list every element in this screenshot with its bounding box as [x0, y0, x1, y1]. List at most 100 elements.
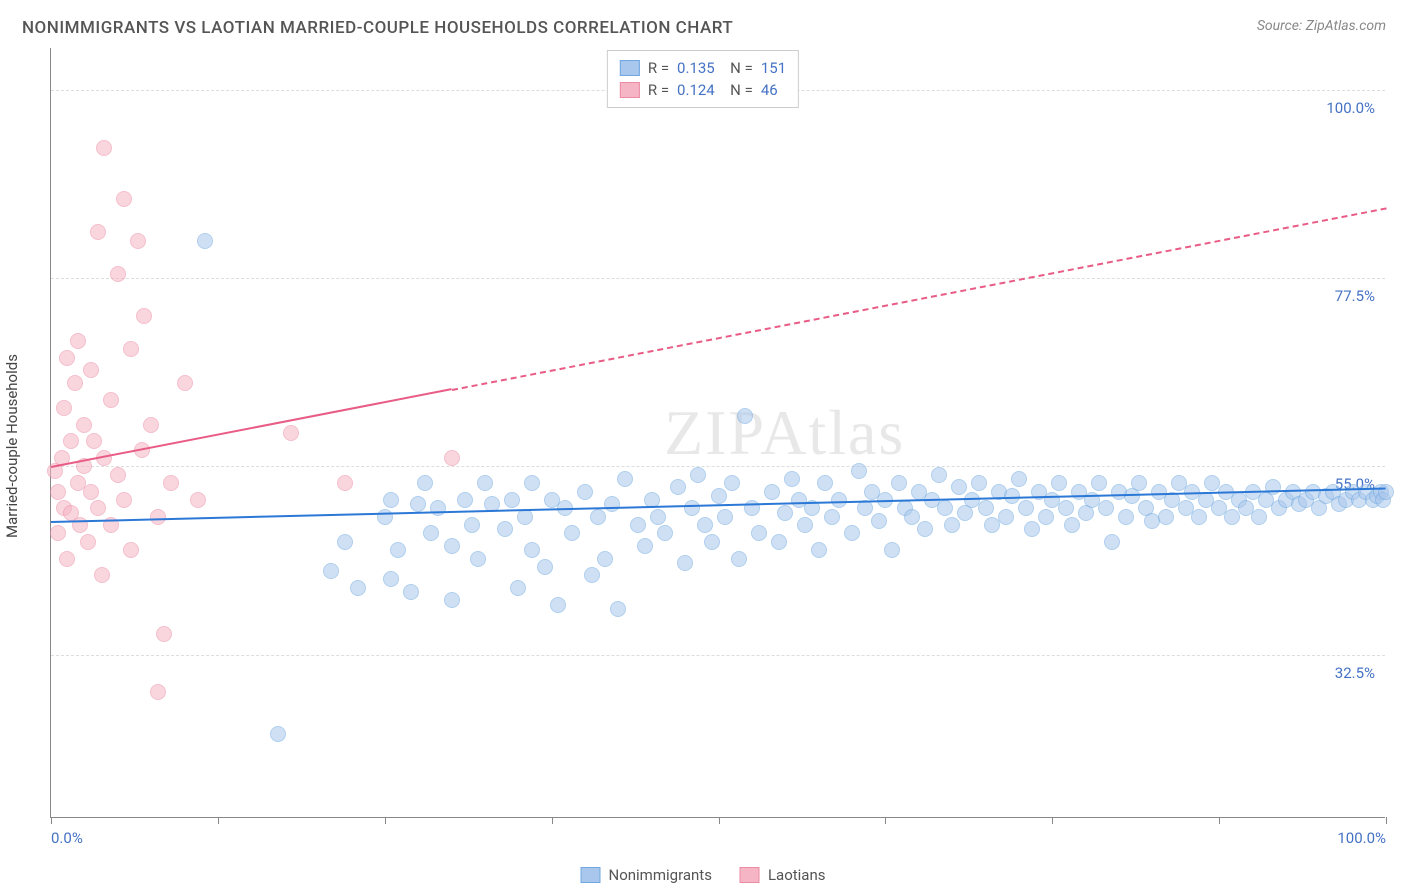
data-point [871, 513, 887, 529]
x-tick [51, 817, 52, 824]
legend-item: Nonimmigrants [581, 866, 712, 884]
legend-label: Laotians [768, 866, 826, 884]
legend-r-label: R = [648, 59, 669, 77]
data-point [951, 479, 967, 495]
data-point [617, 471, 633, 487]
chart-container: NONIMMIGRANTS VS LAOTIAN MARRIED-COUPLE … [0, 0, 1406, 892]
data-point [784, 471, 800, 487]
data-point [737, 408, 753, 424]
data-point [323, 563, 339, 579]
data-point [94, 567, 110, 583]
data-point [831, 492, 847, 508]
data-point [417, 475, 433, 491]
data-point [630, 517, 646, 533]
data-point [1051, 475, 1067, 491]
data-point [811, 542, 827, 558]
data-point [83, 362, 99, 378]
data-point [156, 626, 172, 642]
series-legend: Nonimmigrants Laotians [581, 866, 826, 884]
x-tick [1052, 817, 1053, 824]
data-point [917, 521, 933, 537]
data-point [1191, 509, 1207, 525]
data-point [464, 517, 480, 533]
data-point [724, 475, 740, 491]
data-point [824, 509, 840, 525]
data-point [650, 509, 666, 525]
data-point [80, 534, 96, 550]
data-point [390, 542, 406, 558]
data-point [690, 467, 706, 483]
data-point [717, 509, 733, 525]
data-point [143, 417, 159, 433]
data-point [59, 551, 75, 567]
y-tick-label: 77.5% [1335, 287, 1375, 305]
data-point [1038, 509, 1054, 525]
data-point [190, 492, 206, 508]
y-tick-label: 32.5% [1335, 664, 1375, 682]
data-point [130, 233, 146, 249]
data-point [884, 542, 900, 558]
x-tick [719, 817, 720, 824]
data-point [797, 517, 813, 533]
data-point [704, 534, 720, 550]
x-tick [552, 817, 553, 824]
data-point [731, 551, 747, 567]
data-point [67, 375, 83, 391]
legend-r-label: R = [648, 81, 669, 99]
data-point [904, 509, 920, 525]
data-point [50, 484, 66, 500]
data-point [1064, 517, 1080, 533]
data-point [764, 484, 780, 500]
data-point [76, 417, 92, 433]
y-axis-label: Married-couple Households [3, 354, 21, 538]
data-point [751, 525, 767, 541]
watermark-text: ZIPAtlas [664, 396, 905, 470]
data-point [457, 492, 473, 508]
data-point [444, 592, 460, 608]
data-point [197, 233, 213, 249]
data-point [423, 525, 439, 541]
legend-n-value: 151 [761, 59, 786, 77]
data-point [70, 333, 86, 349]
data-point [177, 375, 193, 391]
data-point [116, 191, 132, 207]
legend-n-label: N = [723, 59, 753, 77]
plot-area: ZIPAtlas 32.5%55.0%77.5%100.0%0.0%100.0% [50, 48, 1385, 818]
source-label: Source: ZipAtlas.com [1257, 18, 1386, 34]
data-point [86, 433, 102, 449]
data-point [657, 525, 673, 541]
data-point [771, 534, 787, 550]
gridline [51, 655, 1385, 656]
gridline [51, 278, 1385, 279]
x-tick-label: 100.0% [1337, 829, 1386, 847]
data-point [537, 559, 553, 575]
data-point [56, 400, 72, 416]
data-point [944, 517, 960, 533]
data-point [937, 500, 953, 516]
data-point [597, 551, 613, 567]
correlation-legend: R = 0.135 N = 151R = 0.124 N = 46 [607, 50, 799, 108]
legend-row: R = 0.135 N = 151 [620, 57, 786, 79]
data-point [444, 450, 460, 466]
data-point [677, 555, 693, 571]
x-tick [1219, 817, 1220, 824]
data-point [63, 433, 79, 449]
data-point [524, 542, 540, 558]
data-point [851, 463, 867, 479]
data-point [150, 509, 166, 525]
data-point [711, 488, 727, 504]
data-point [1024, 521, 1040, 537]
data-point [524, 475, 540, 491]
data-point [510, 580, 526, 596]
data-point [96, 140, 112, 156]
data-point [684, 500, 700, 516]
data-point [971, 475, 987, 491]
data-point [123, 542, 139, 558]
data-point [891, 475, 907, 491]
data-point [350, 580, 366, 596]
legend-row: R = 0.124 N = 46 [620, 79, 786, 101]
data-point [1265, 479, 1281, 495]
legend-item: Laotians [740, 866, 826, 884]
data-point [817, 475, 833, 491]
data-point [150, 684, 166, 700]
